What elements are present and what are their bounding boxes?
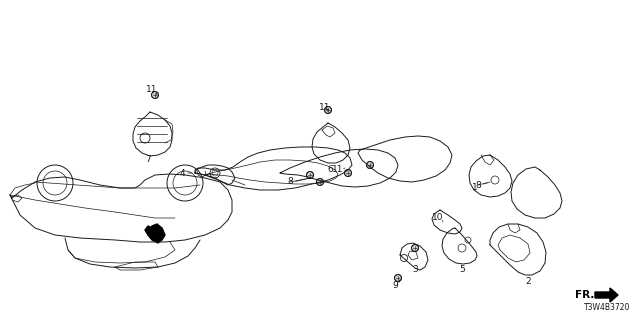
Circle shape (307, 172, 314, 179)
Polygon shape (145, 226, 155, 238)
Text: FR.: FR. (575, 290, 595, 300)
Text: 2: 2 (525, 277, 531, 286)
Text: 11: 11 (319, 102, 331, 111)
Circle shape (152, 92, 159, 99)
Circle shape (324, 107, 332, 114)
Circle shape (367, 162, 374, 169)
Text: 3: 3 (412, 266, 418, 275)
Text: 5: 5 (459, 266, 465, 275)
Circle shape (344, 170, 351, 177)
Text: T3W4B3720: T3W4B3720 (584, 303, 630, 312)
Circle shape (394, 275, 401, 282)
Text: 8: 8 (475, 180, 481, 189)
Text: 8: 8 (287, 178, 293, 187)
Polygon shape (595, 288, 618, 302)
Text: 7: 7 (145, 156, 151, 164)
Polygon shape (148, 224, 165, 243)
Text: 10: 10 (432, 213, 444, 222)
Circle shape (412, 244, 419, 252)
Text: 11: 11 (332, 165, 344, 174)
Text: 4: 4 (179, 169, 185, 178)
Circle shape (317, 179, 323, 186)
Text: 9: 9 (392, 281, 398, 290)
Text: 1: 1 (472, 183, 478, 193)
Text: 11: 11 (147, 85, 157, 94)
Text: 6: 6 (327, 165, 333, 174)
